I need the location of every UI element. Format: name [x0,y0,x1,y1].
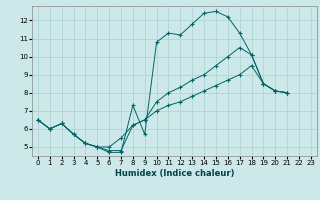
X-axis label: Humidex (Indice chaleur): Humidex (Indice chaleur) [115,169,234,178]
